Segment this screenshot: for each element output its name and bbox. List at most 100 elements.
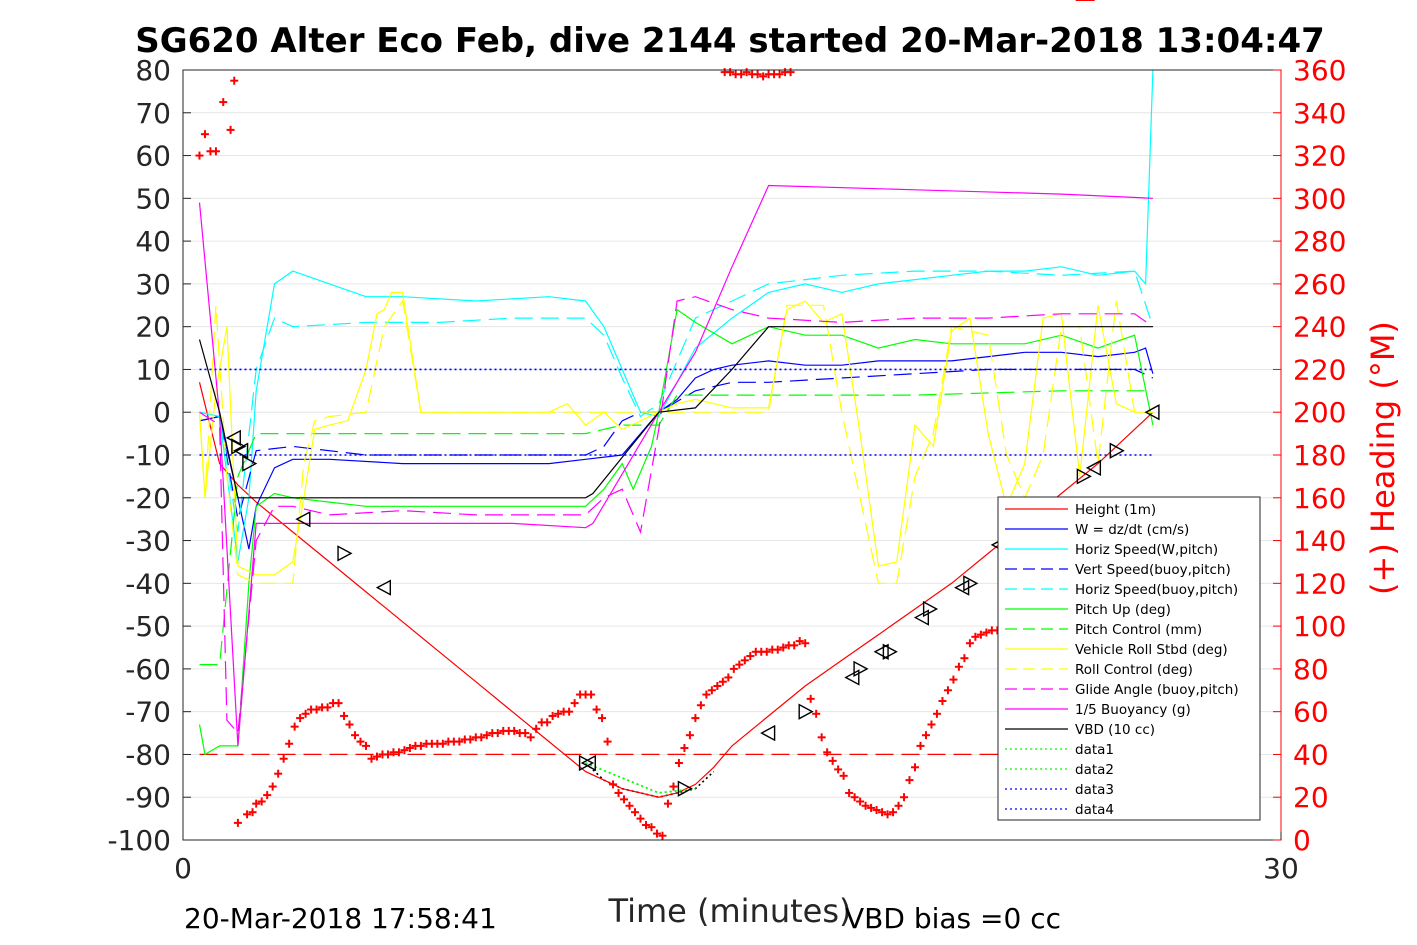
legend-label: 1/5 Buoyancy (g) <box>1075 702 1191 718</box>
heading-point <box>405 744 414 753</box>
left-tick-label: 50 <box>135 182 171 215</box>
heading-point <box>806 694 815 703</box>
heading-point <box>839 771 848 780</box>
legend-label: Pitch Up (deg) <box>1075 602 1171 618</box>
heading-point <box>812 709 821 718</box>
heading-point <box>702 690 711 699</box>
heading-point <box>801 639 810 648</box>
legend-entry: Vert Speed(buoy,pitch) <box>1005 562 1231 578</box>
heading-point <box>753 70 762 79</box>
triangle-marker <box>844 669 860 686</box>
heading-point <box>850 793 859 802</box>
heading-point <box>817 733 826 742</box>
heading-point <box>195 151 204 160</box>
right-tick-label: 240 <box>1293 311 1346 344</box>
heading-point <box>416 741 425 750</box>
heading-point <box>828 756 837 765</box>
left-tick-label: -70 <box>125 696 171 729</box>
triangle-marker <box>580 754 596 772</box>
series-line-12 <box>198 326 1153 499</box>
legend-entry: Roll Control (deg) <box>1005 662 1193 678</box>
triangle-marker <box>922 600 939 618</box>
series-line-1 <box>198 382 1154 798</box>
heading-point <box>669 782 678 791</box>
left-tick-label: -10 <box>125 439 171 472</box>
triangle-marker <box>1144 404 1160 421</box>
heading-point <box>625 801 634 810</box>
legend-label: W = dz/dt (cm/s) <box>1075 522 1189 538</box>
heading-point <box>493 729 502 738</box>
right-tick-label: 40 <box>1293 738 1329 771</box>
heading-point <box>900 793 909 802</box>
heading-point <box>219 98 228 107</box>
heading-point <box>746 652 755 661</box>
heading-point <box>268 782 277 791</box>
right-tick-label: 120 <box>1293 567 1346 600</box>
heading-point <box>312 705 321 714</box>
right-tick-label: 300 <box>1293 182 1346 215</box>
triangle-marker <box>1076 468 1092 485</box>
left-tick-label: -20 <box>125 482 171 515</box>
legend-label: data1 <box>1075 742 1114 758</box>
heading-point <box>965 639 974 648</box>
heading-point <box>636 814 645 823</box>
legend-label: Vert Speed(buoy,pitch) <box>1075 562 1231 578</box>
heading-point <box>960 654 969 663</box>
right-tick-label: 180 <box>1293 439 1346 472</box>
heading-point <box>587 690 596 699</box>
heading-point <box>954 662 963 671</box>
triangle-marker <box>242 455 258 472</box>
heading-point <box>620 795 629 804</box>
marker-layer <box>195 0 1160 840</box>
heading-point <box>477 733 486 742</box>
triangle-marker <box>853 660 869 678</box>
heading-point <box>554 709 563 718</box>
heading-point <box>932 709 941 718</box>
heading-point <box>823 748 832 757</box>
right-tick-label: 260 <box>1293 268 1346 301</box>
heading-point <box>845 788 854 797</box>
x-tick-label: 0 <box>174 852 192 885</box>
triangle-marker <box>882 643 898 660</box>
triangle-marker <box>954 579 970 596</box>
heading-point <box>345 720 354 729</box>
left-tick-label: 60 <box>135 140 171 173</box>
series-line-11 <box>198 184 1153 746</box>
legend-label: data3 <box>1075 782 1114 798</box>
heading-point <box>279 754 288 763</box>
heading-point <box>729 664 738 673</box>
triangle-marker <box>760 724 776 742</box>
heading-point <box>872 806 881 815</box>
heading-point <box>943 686 952 695</box>
legend-entry: Pitch Up (deg) <box>1005 602 1171 618</box>
legend-entry: data2 <box>1005 762 1114 778</box>
legend-entry: Vehicle Roll Stbd (deg) <box>1005 642 1228 658</box>
legend-entry: Pitch Control (mm) <box>1005 622 1202 638</box>
left-tick-label: -100 <box>107 824 171 857</box>
heading-point <box>296 714 305 723</box>
right-tick-label: 200 <box>1293 396 1346 429</box>
triangle-marker <box>677 780 693 797</box>
heading-point <box>647 823 656 832</box>
heading-point <box>248 808 257 817</box>
left-tick-label: 0 <box>153 396 171 429</box>
heading-point <box>867 803 876 812</box>
heading-point <box>790 641 799 650</box>
legend-box <box>997 496 1261 821</box>
right-tick-label: 320 <box>1293 140 1346 173</box>
triangle-marker <box>578 754 595 772</box>
triangle-marker <box>233 442 249 459</box>
triangle-marker <box>798 703 814 720</box>
left-tick-label: -50 <box>125 610 171 643</box>
heading-point <box>274 769 283 778</box>
heading-point <box>285 739 294 748</box>
heading-point <box>351 731 360 740</box>
heading-point <box>641 821 650 830</box>
heading-point <box>889 808 898 817</box>
heading-point <box>372 752 381 761</box>
heading-point <box>565 707 574 716</box>
left-tick-label: -60 <box>125 653 171 686</box>
triangle-marker <box>231 438 247 455</box>
right-tick-label: 100 <box>1293 610 1346 643</box>
right-axis-ticks: 3603403203002802602402202001801601401201… <box>1273 54 1346 857</box>
